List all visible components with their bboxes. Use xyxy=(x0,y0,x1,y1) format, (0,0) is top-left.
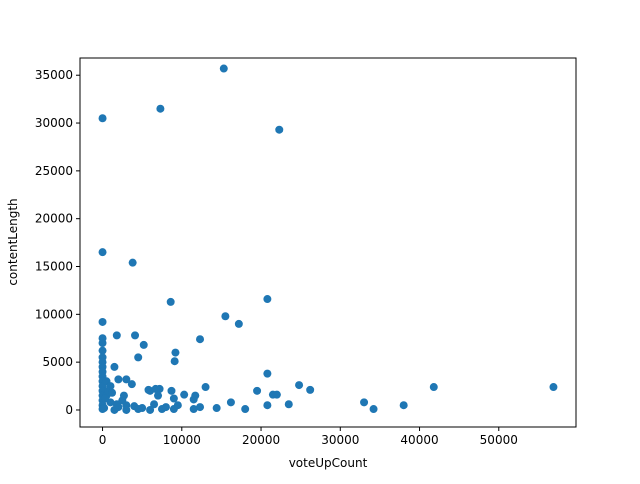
point xyxy=(221,312,230,321)
point xyxy=(369,405,378,414)
point xyxy=(112,400,121,409)
point xyxy=(263,401,272,410)
point xyxy=(98,346,107,355)
point xyxy=(134,353,143,362)
point xyxy=(122,405,131,414)
point xyxy=(189,405,198,414)
point xyxy=(253,386,262,395)
point xyxy=(219,64,228,73)
point xyxy=(275,125,284,134)
point xyxy=(196,335,205,344)
point xyxy=(146,405,155,414)
x-tick-label: 40000 xyxy=(400,433,438,447)
y-tick-label: 20000 xyxy=(35,212,73,226)
point xyxy=(212,404,221,413)
point xyxy=(156,104,165,113)
y-tick-label: 0 xyxy=(65,403,73,417)
y-tick-label: 5000 xyxy=(42,355,73,369)
point xyxy=(98,248,107,257)
point xyxy=(429,383,438,392)
point xyxy=(399,401,408,410)
point xyxy=(180,390,189,399)
point xyxy=(196,403,205,412)
x-axis-label: voteUpCount xyxy=(289,456,368,470)
point xyxy=(151,384,160,393)
x-tick-label: 30000 xyxy=(321,433,359,447)
point xyxy=(128,258,137,267)
point xyxy=(108,388,117,397)
point xyxy=(226,398,235,407)
point xyxy=(167,386,176,395)
point xyxy=(98,339,107,348)
point xyxy=(170,357,179,366)
point xyxy=(119,391,128,400)
point xyxy=(241,405,250,414)
point xyxy=(272,390,281,399)
point xyxy=(201,383,210,392)
point xyxy=(234,319,243,328)
point xyxy=(360,398,369,407)
point xyxy=(263,369,272,378)
point xyxy=(169,394,178,403)
x-tick-label: 20000 xyxy=(242,433,280,447)
point xyxy=(144,385,153,394)
point xyxy=(98,317,107,326)
point xyxy=(110,362,119,371)
point xyxy=(131,331,140,340)
y-axis-label: contentLength xyxy=(6,198,20,285)
point xyxy=(134,405,143,414)
point xyxy=(114,375,123,384)
point xyxy=(161,403,170,412)
point xyxy=(98,114,107,123)
point xyxy=(295,381,304,390)
y-tick-label: 15000 xyxy=(35,260,73,274)
point xyxy=(150,400,159,409)
x-tick-label: 0 xyxy=(99,433,107,447)
point xyxy=(100,404,109,413)
point xyxy=(112,331,121,340)
plot-frame xyxy=(79,57,577,428)
x-tick-label: 10000 xyxy=(163,433,201,447)
point xyxy=(191,391,200,400)
point xyxy=(139,340,148,349)
y-tick-label: 25000 xyxy=(35,164,73,178)
point xyxy=(171,348,180,357)
y-tick-label: 30000 xyxy=(35,116,73,130)
point xyxy=(173,401,182,410)
point xyxy=(263,295,272,304)
y-tick-label: 10000 xyxy=(35,307,73,321)
point xyxy=(154,391,163,400)
point xyxy=(127,380,136,389)
point xyxy=(122,375,131,384)
point xyxy=(284,400,293,409)
y-tick-label: 35000 xyxy=(35,68,73,82)
point xyxy=(166,297,175,306)
point xyxy=(100,394,109,403)
x-tick-label: 50000 xyxy=(480,433,518,447)
point xyxy=(549,383,558,392)
point xyxy=(306,385,315,394)
